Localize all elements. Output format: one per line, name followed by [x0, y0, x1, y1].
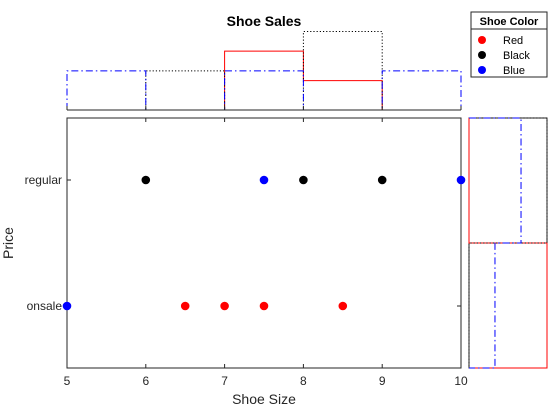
right-histogram-blue [469, 117, 522, 369]
legend-box [470, 11, 548, 78]
y-axis-label: Price [0, 227, 16, 259]
legend-marker-black [478, 51, 486, 59]
data-point-black [299, 175, 308, 185]
main-points [62, 175, 466, 311]
data-point-red [180, 301, 190, 311]
data-point-blue [259, 175, 269, 185]
main-axes: 5 6 7 8 9 10 onsale regular [25, 117, 468, 388]
legend-title: Shoe Color [480, 16, 539, 28]
right-histogram [468, 117, 548, 369]
x-tick-label: 5 [64, 374, 71, 388]
data-point-red [259, 301, 269, 311]
legend-label-blue: Blue [503, 65, 525, 77]
right-histogram-red [468, 118, 548, 369]
legend-label-red: Red [503, 35, 523, 47]
data-point-black [377, 175, 387, 185]
y-tick-label: onsale [27, 299, 63, 313]
top-histogram [66, 31, 462, 111]
legend: Shoe Color Red Black Blue [470, 11, 548, 78]
data-point-red [220, 301, 229, 311]
x-tick-label: 8 [300, 374, 307, 388]
data-point-black [141, 175, 151, 185]
x-axis-label: Shoe Size [232, 391, 296, 407]
legend-marker-red [478, 36, 486, 44]
data-point-blue [62, 301, 72, 311]
legend-marker-blue [478, 66, 486, 74]
data-point-red [338, 301, 348, 311]
legend-label-black: Black [503, 50, 530, 62]
main-plot-box [66, 117, 462, 369]
x-tick-label: 7 [221, 374, 228, 388]
y-tick-label: regular [25, 173, 62, 187]
x-tick-label: 10 [454, 374, 468, 388]
right-histogram-black [468, 117, 548, 368]
main-ticks: 5 6 7 8 9 10 onsale regular [25, 118, 468, 388]
x-tick-label: 6 [142, 374, 149, 388]
x-tick-label: 9 [379, 374, 386, 388]
top-histogram-red [67, 50, 461, 111]
top-histogram-blue [66, 70, 462, 111]
chart-title: Shoe Sales [227, 13, 302, 29]
data-point-blue [456, 175, 466, 185]
